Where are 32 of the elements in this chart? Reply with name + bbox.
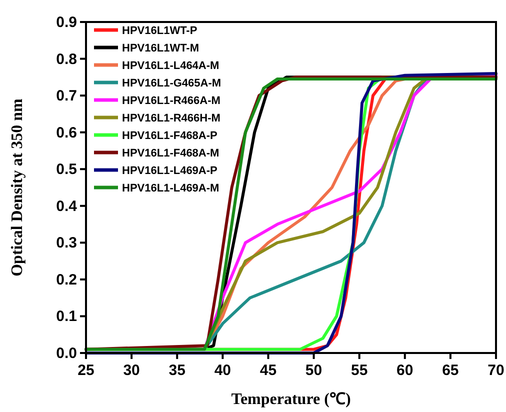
x-tick-label: 50 <box>305 362 322 379</box>
y-tick-label: 0.8 <box>56 50 77 68</box>
y-tick-label: 0.6 <box>56 124 77 142</box>
x-tick-label: 25 <box>78 362 94 379</box>
y-tick-label: 0.3 <box>56 234 77 252</box>
x-tick-label: 70 <box>488 362 504 379</box>
x-tick-label: 65 <box>442 362 459 379</box>
y-tick-label: 0.4 <box>56 198 78 215</box>
legend-label: HPV16L1-F468A-M <box>122 148 220 160</box>
y-tick-label: 0.2 <box>56 271 77 288</box>
legend-label: HPV16L1-R466H-M <box>122 112 220 124</box>
x-tick-label: 60 <box>396 362 414 379</box>
legend-label: HPV16L1-L469A-P <box>122 165 218 177</box>
y-tick-label: 0.0 <box>56 345 77 362</box>
y-tick-label: 0.9 <box>56 14 77 31</box>
x-tick-label: 40 <box>214 362 232 379</box>
x-axis-title: Temperature (℃) <box>231 391 351 408</box>
legend-label: HPV16L1-R466A-M <box>122 95 220 107</box>
legend-label: HPV16L1WT-P <box>122 25 198 37</box>
y-tick-label: 0.1 <box>56 308 77 326</box>
x-tick-label: 30 <box>123 362 140 379</box>
legend-label: HPV16L1-F468A-P <box>122 130 218 142</box>
y-tick-label: 0.5 <box>56 161 77 178</box>
legend-label: HPV16L1WT-M <box>122 42 200 54</box>
legend-label: HPV16L1-G465A-M <box>122 78 222 90</box>
legend-label: HPV16L1-L464A-M <box>122 60 220 72</box>
x-tick-label: 35 <box>168 362 186 379</box>
x-tick-label: 55 <box>350 362 368 379</box>
x-tick-label: 45 <box>260 362 277 379</box>
y-tick-label: 0.7 <box>56 88 77 105</box>
y-axis-title: Optical Density at 350 nm <box>9 98 26 276</box>
legend-label: HPV16L1-L469A-M <box>122 182 220 194</box>
